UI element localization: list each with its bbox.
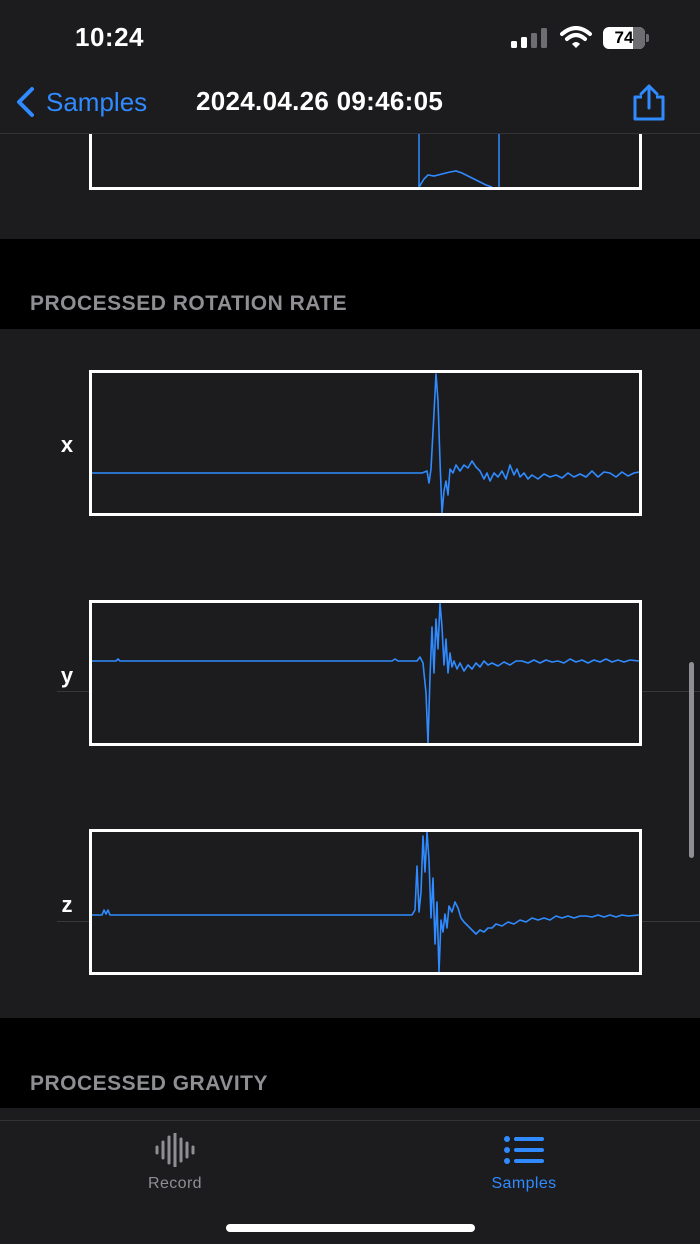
rotation-plot-x (89, 370, 642, 516)
tab-bar: Record Samples (0, 1120, 700, 1244)
navigation-bar: Samples 2024.04.26 09:46:05 (0, 72, 700, 134)
waveform-icon (155, 1133, 195, 1167)
rotation-plot-z-canvas (92, 832, 639, 972)
sample-detail-list[interactable]: PROCESSED ROTATION RATE x y z PROCESSED … (0, 134, 700, 1120)
page-title: 2024.04.26 09:46:05 (196, 86, 444, 116)
axis-label-z: z (61, 892, 73, 917)
rotation-series-y (92, 603, 639, 743)
tab-record-label: Record (148, 1175, 202, 1192)
back-button-label: Samples (46, 86, 148, 117)
rotation-plot-y (89, 600, 642, 746)
axis-label-x: x (60, 432, 74, 457)
previous-plot (89, 134, 642, 190)
rotation-plot-z (89, 829, 642, 975)
rotation-plot-y-canvas (92, 603, 639, 743)
previous-section-group (0, 134, 700, 239)
battery-level: 74 (614, 28, 634, 47)
rotation-series-x (92, 373, 639, 513)
tab-samples-label: Samples (491, 1175, 557, 1192)
gravity-group (0, 1108, 700, 1120)
list-icon (504, 1136, 544, 1164)
tab-record[interactable]: Record (65, 1121, 285, 1211)
tab-samples[interactable]: Samples (414, 1121, 634, 1211)
wifi-icon (560, 26, 592, 48)
chevron-left-icon (17, 87, 34, 117)
rotation-plot-x-canvas (92, 373, 639, 513)
share-icon[interactable] (630, 84, 668, 122)
section-header-gravity: PROCESSED GRAVITY (30, 1072, 268, 1095)
status-bar: 10:24 74 (0, 0, 700, 72)
section-header-rotation-rate: PROCESSED ROTATION RATE (30, 292, 348, 315)
back-button[interactable]: Samples (14, 84, 147, 120)
rotation-series-z (92, 832, 639, 972)
rotation-rate-group: x y z (0, 329, 700, 1018)
battery-icon: 74 (603, 27, 649, 49)
previous-plot-canvas (418, 134, 500, 187)
home-indicator[interactable] (226, 1224, 475, 1232)
scroll-indicator[interactable] (689, 662, 694, 858)
axis-label-y: y (60, 663, 74, 688)
cellular-signal-icon (511, 28, 547, 48)
status-time: 10:24 (75, 22, 144, 52)
